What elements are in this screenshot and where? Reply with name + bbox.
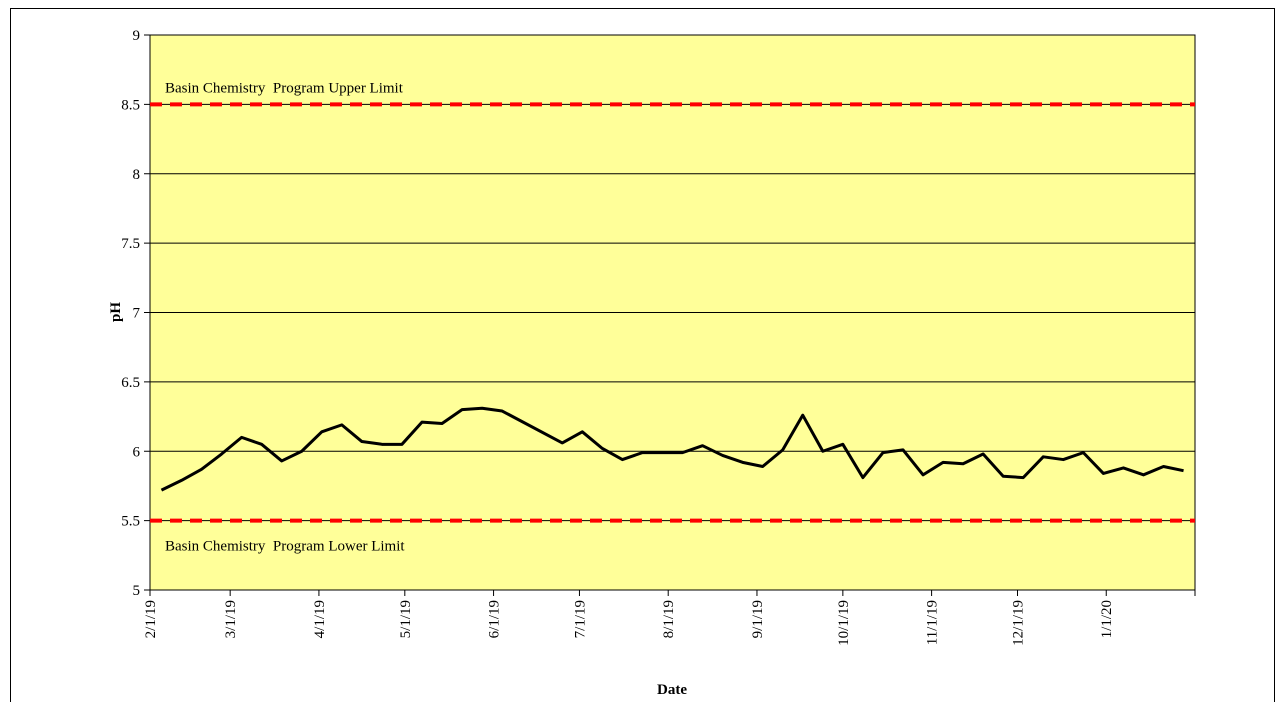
x-tick-label: 2/1/19	[143, 600, 159, 638]
y-tick-label: 8.5	[121, 97, 140, 113]
x-axis-title: Date	[657, 682, 687, 698]
y-tick-label: 7.5	[121, 236, 140, 252]
reference-label: Basin Chemistry Program Lower Limit	[165, 539, 405, 555]
x-tick-label: 10/1/19	[836, 600, 852, 646]
reference-label: Basin Chemistry Program Upper Limit	[165, 80, 404, 96]
data-line	[160, 406, 1184, 492]
y-tick-label: 7	[133, 306, 141, 322]
y-tick-label: 6	[133, 444, 141, 460]
y-tick-label: 5	[133, 583, 141, 599]
x-tick-label: 1/1/20	[1099, 600, 1115, 638]
x-tick-label: 5/1/19	[398, 600, 414, 638]
x-tick-label: 11/1/19	[925, 600, 941, 645]
x-tick-label: 9/1/19	[750, 600, 766, 638]
plot-border	[149, 34, 1196, 591]
chart-frame	[10, 8, 1275, 702]
y-tick-label: 8	[133, 167, 141, 183]
x-tick-label: 8/1/19	[661, 600, 677, 638]
y-tick-label: 9	[133, 28, 141, 44]
x-tick-label: 7/1/19	[572, 600, 588, 638]
x-tick-label: 4/1/19	[312, 600, 328, 638]
x-tick-label: 12/1/19	[1010, 600, 1026, 646]
y-axis-title: pH	[108, 302, 124, 322]
y-tick-label: 6.5	[121, 375, 140, 391]
x-tick-label: 3/1/19	[223, 600, 239, 638]
x-tick-label: 6/1/19	[487, 600, 503, 638]
y-tick-label: 5.5	[121, 514, 140, 530]
